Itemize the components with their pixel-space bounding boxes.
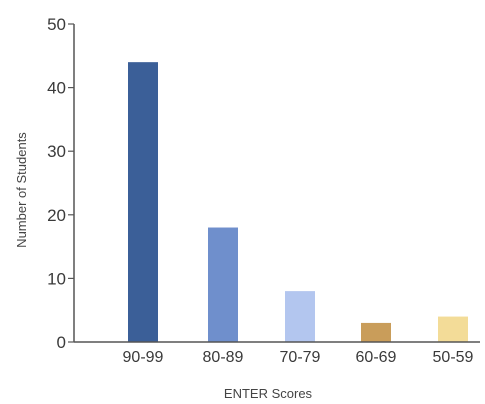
bar-60-69 [361, 322, 391, 342]
bar-90-99 [128, 62, 158, 342]
y-tick-label-50: 50 [47, 15, 66, 34]
x-tick-label-50-59: 50-59 [433, 349, 474, 366]
x-tick-label-70-79: 70-79 [280, 349, 321, 366]
x-axis-tick-labels: 90-99 80-89 70-79 60-69 50-59 [123, 349, 474, 366]
bar-70-79 [285, 291, 315, 342]
x-tick-label-90-99: 90-99 [123, 349, 164, 366]
y-tick-label-40: 40 [47, 79, 66, 98]
y-axis-ticks: 0 10 20 30 40 50 [47, 15, 74, 352]
bar-80-89 [208, 227, 238, 342]
x-axis-title: ENTER Scores [224, 386, 313, 401]
y-tick-label-10: 10 [47, 269, 66, 288]
x-tick-label-60-69: 60-69 [356, 349, 397, 366]
x-tick-label-80-89: 80-89 [203, 349, 244, 366]
bar-50-59 [438, 316, 468, 342]
y-axis-title: Number of Students [14, 132, 29, 248]
y-tick-label-0: 0 [57, 333, 66, 352]
y-tick-label-30: 30 [47, 142, 66, 161]
y-tick-label-20: 20 [47, 206, 66, 225]
bars-group [128, 62, 468, 342]
